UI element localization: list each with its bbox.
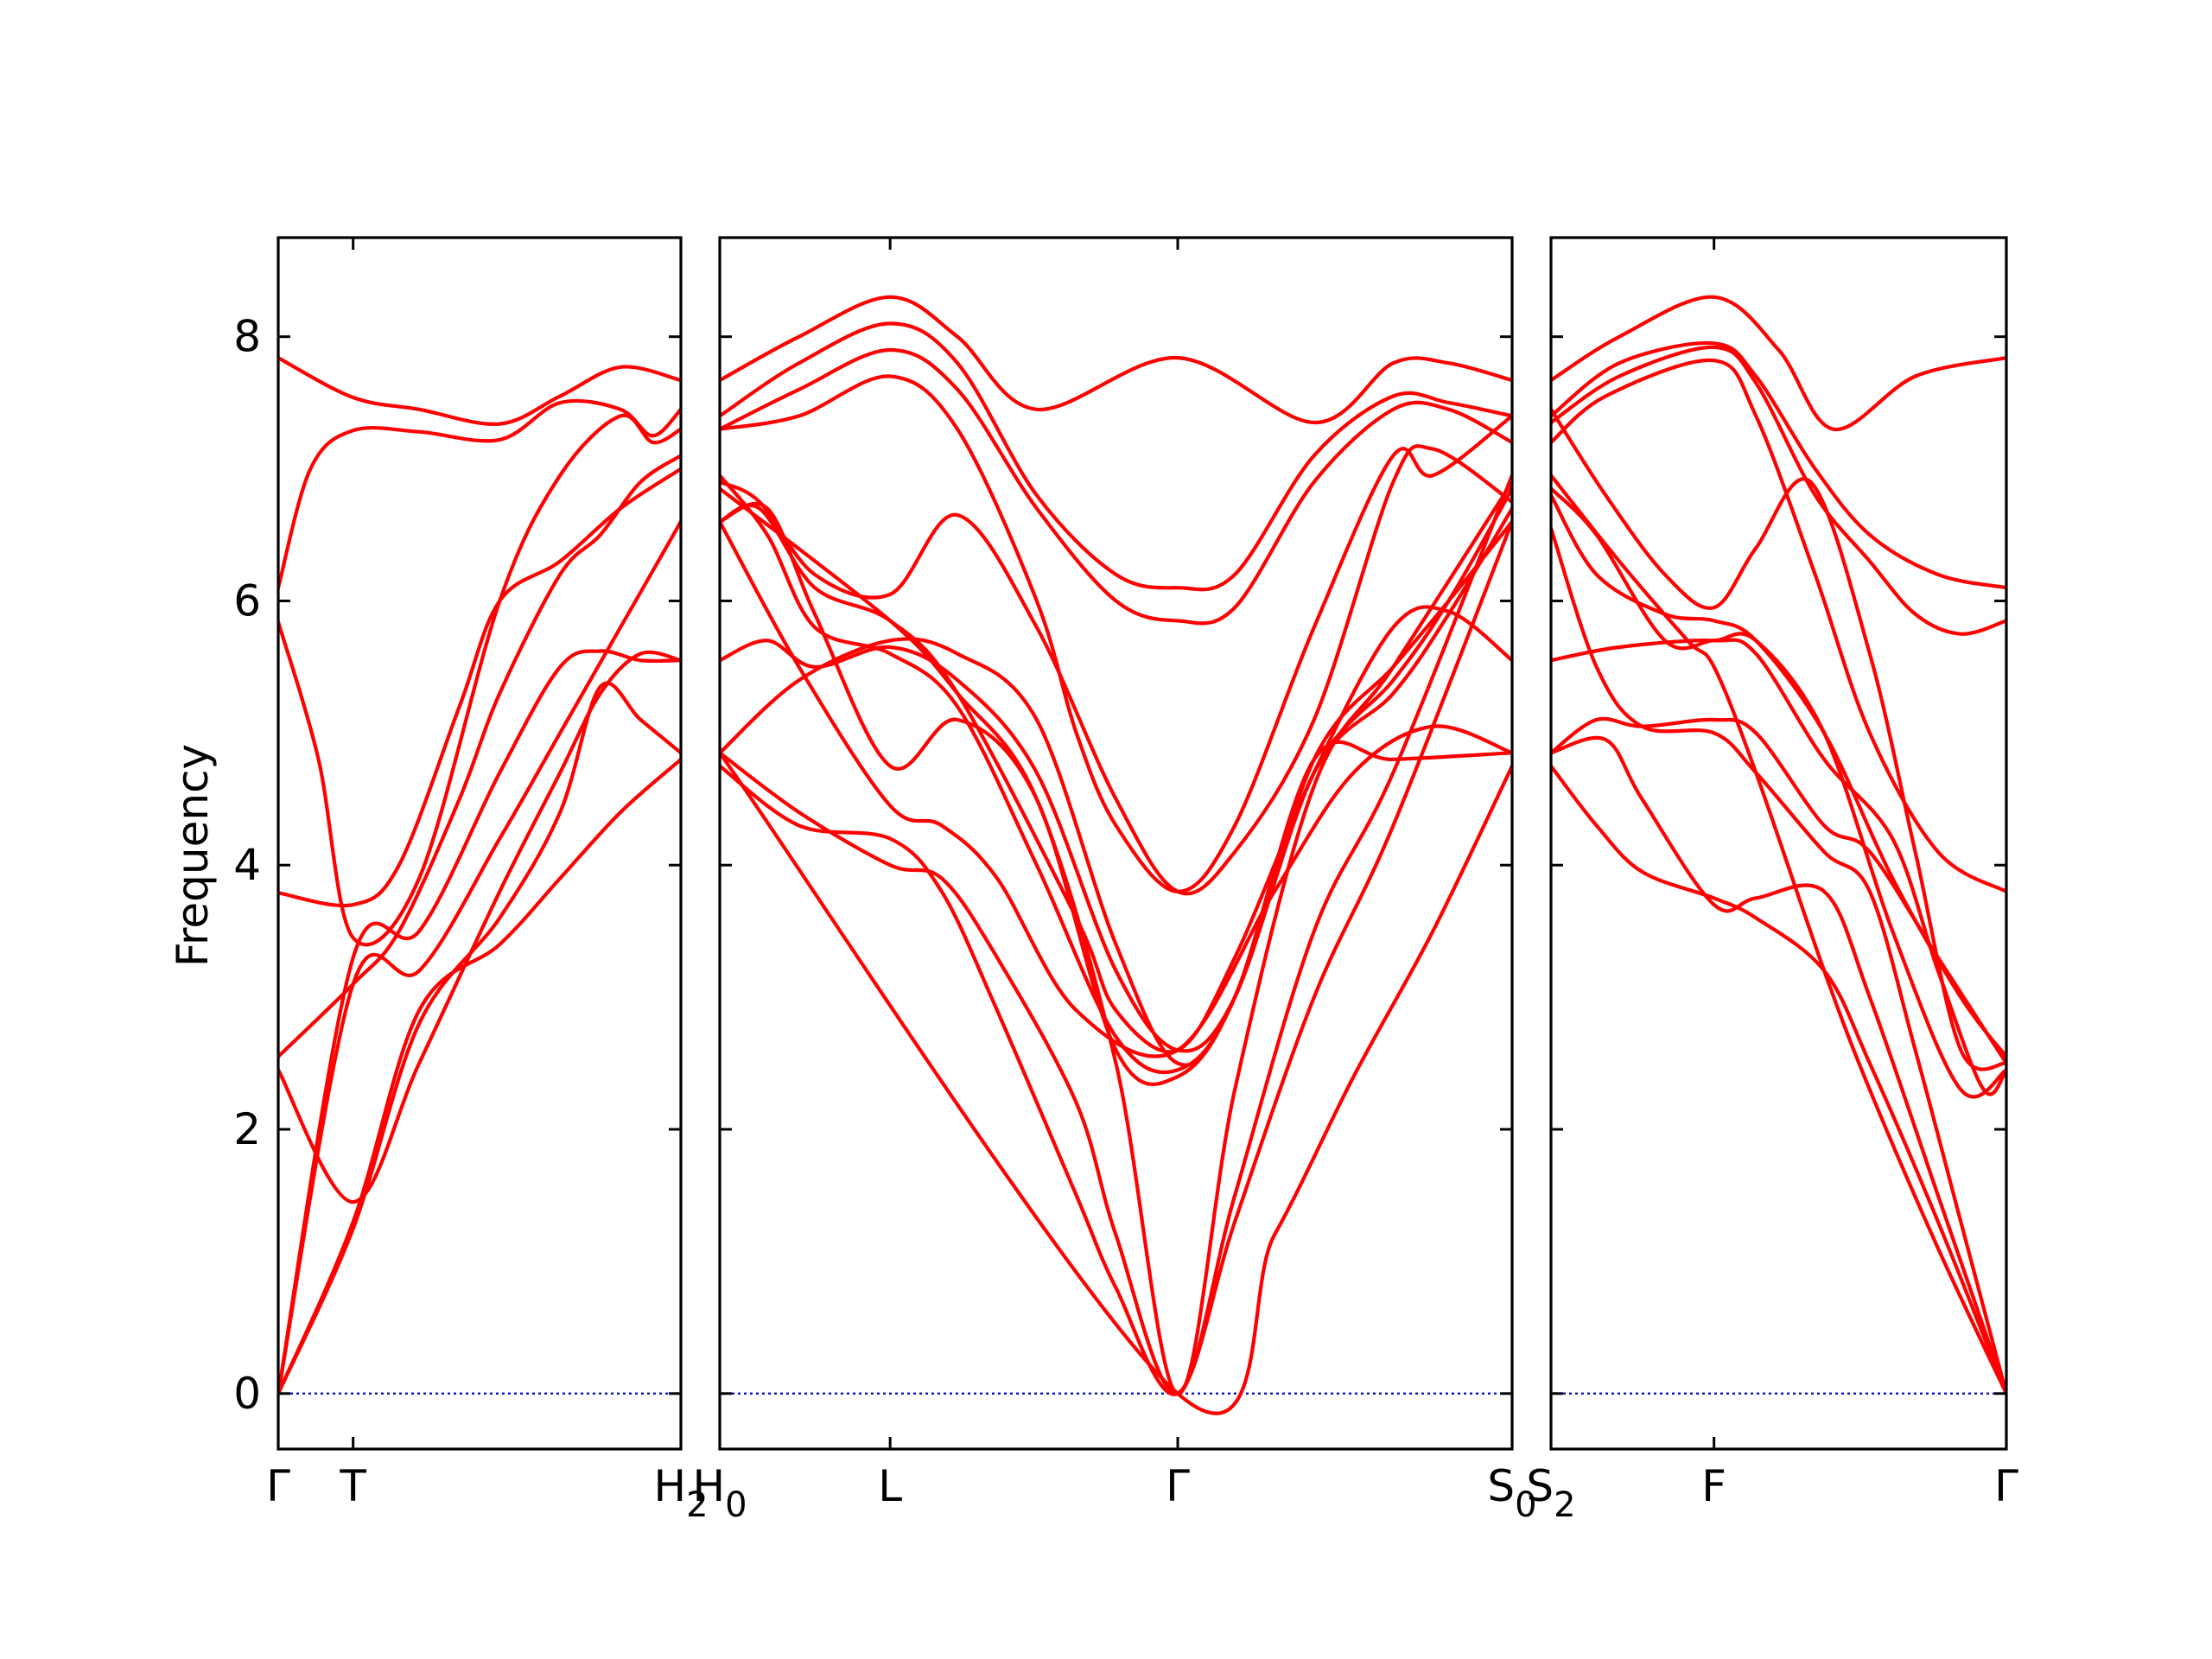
phonon-band-line	[1551, 716, 2006, 1065]
band-lines	[278, 356, 681, 1395]
phonon-band-line	[720, 374, 1512, 893]
x-tick-label: Γ	[266, 1461, 290, 1511]
band-lines	[720, 295, 1512, 1415]
phonon-band-line	[1551, 340, 2006, 590]
phonon-band-line	[1551, 358, 2006, 893]
phonon-band-line	[720, 751, 1512, 1415]
x-tick-label: T	[339, 1461, 366, 1511]
panel-2: H0 L Γ S0	[692, 236, 1537, 1525]
phonon-band-line	[278, 413, 681, 947]
phonon-band-line	[1551, 526, 2006, 1395]
x-tick-label: H2	[653, 1461, 708, 1525]
phonon-band-line	[278, 681, 681, 1395]
phonon-band-line	[1551, 486, 2006, 1099]
phonon-band-line	[720, 295, 1512, 425]
phonon-band-line	[720, 519, 1512, 1058]
phonon-band-line	[278, 650, 681, 1205]
y-tick-label: 4	[233, 840, 261, 890]
phonon-band-line	[720, 444, 1512, 896]
phonon-band-line	[720, 347, 1512, 626]
phonon-band-line	[1551, 764, 2006, 1395]
x-tick-label: S0	[1487, 1461, 1536, 1525]
x-tick-label: L	[878, 1461, 902, 1511]
y-axis-label: Frequency	[168, 744, 218, 967]
y-tick-label: 2	[233, 1104, 261, 1154]
phonon-band-line	[278, 757, 681, 1395]
phonon-band-line	[720, 501, 1512, 1086]
phonon-band-line	[278, 467, 681, 908]
phonon-band-line	[720, 474, 1512, 1395]
phonon-band-line	[1551, 638, 2006, 1096]
phonon-band-line	[720, 637, 1512, 1067]
phonon-band-line	[278, 649, 681, 1395]
phonon-band-line	[278, 356, 681, 426]
phonon-band-line	[720, 321, 1512, 592]
phonon-band-line	[278, 519, 681, 1395]
y-tick-label: 8	[233, 312, 261, 362]
band-lines	[1551, 295, 2006, 1395]
phonon-band-line	[1551, 295, 2006, 431]
phonon-band-line	[720, 486, 1512, 1053]
x-tick-label: Γ	[1994, 1461, 2018, 1511]
phonon-band-line	[720, 503, 1512, 1054]
panel-1: 0 2 4 6 8 Γ T H2	[233, 236, 709, 1525]
phonon-band-line	[720, 480, 1512, 1395]
panel-3: S2 F Γ	[1526, 236, 2018, 1525]
y-tick-label: 0	[233, 1369, 261, 1419]
phonon-band-line	[278, 454, 681, 1058]
phonon-band-line	[278, 398, 681, 590]
phonon-band-line	[720, 519, 1512, 1396]
x-tick-label: S2	[1526, 1461, 1575, 1525]
x-tick-label: F	[1701, 1461, 1726, 1511]
phonon-band-line	[1551, 345, 2006, 636]
panel-frame	[1549, 236, 2008, 1451]
x-tick-label: H0	[692, 1461, 747, 1525]
panel-frame	[276, 236, 683, 1451]
phonon-band-line	[1551, 474, 2006, 1395]
y-tick-label: 6	[233, 575, 261, 626]
x-tick-label: Γ	[1166, 1461, 1190, 1511]
panel-frame	[718, 236, 1514, 1451]
